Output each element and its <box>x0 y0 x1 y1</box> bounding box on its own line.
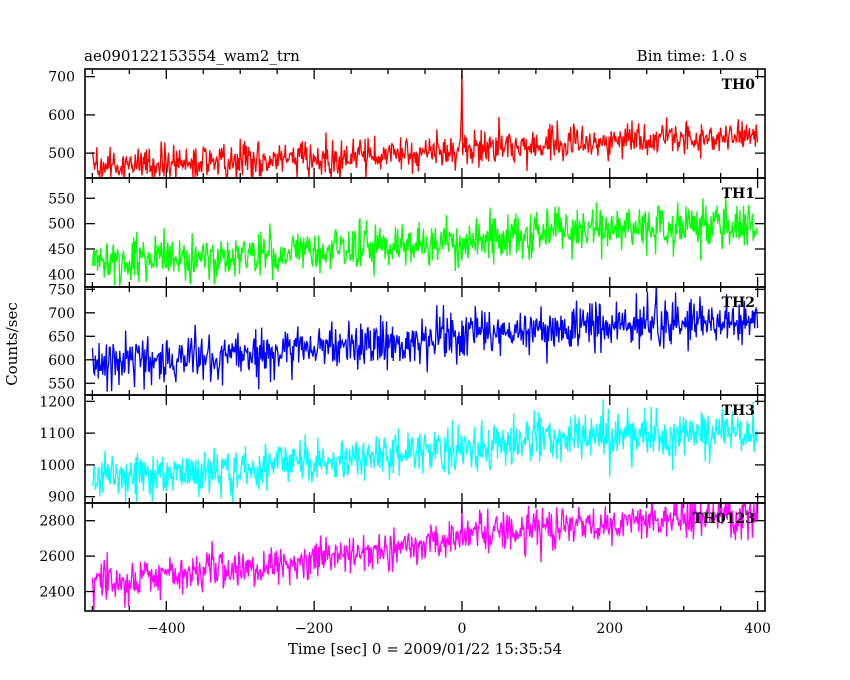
panel-label: TH1 <box>722 186 755 202</box>
y-tick-label: 500 <box>48 217 75 233</box>
series-th0123-line <box>91 503 759 611</box>
panel-th3: TH3 900 1000 1100 1200 <box>39 394 766 506</box>
panel-label: TH0 <box>722 77 756 93</box>
panel-th0123: TH0123 2400 2600 2800 <box>39 502 766 612</box>
series-th1-line <box>91 195 759 287</box>
x-tick-label: 200 <box>596 621 623 637</box>
chart-subtitle: Bin time: 1.0 s <box>637 47 747 65</box>
series-th0-line <box>91 69 759 178</box>
y-tick-label: 500 <box>48 146 75 162</box>
y-tick-label: 700 <box>48 70 75 86</box>
y-tick-label: 650 <box>48 329 75 345</box>
y-tick-label: 700 <box>48 306 75 322</box>
panel-th0: TH0 500 600 700 <box>48 68 766 179</box>
y-tick-label: 600 <box>48 108 75 124</box>
y-axis-label: Counts/sec <box>3 302 21 386</box>
y-tick-label: 2800 <box>39 514 75 530</box>
x-tick-label: 400 <box>744 621 771 637</box>
x-tick-label: −200 <box>295 621 333 637</box>
panel-label: TH3 <box>722 403 755 419</box>
panel-th2: TH2 550 600 650 700 750 <box>48 282 766 396</box>
panel-label: TH2 <box>722 295 755 311</box>
y-tick-label: 600 <box>48 353 75 369</box>
panel-stack: TH0 500 600 700 TH1 400 450 500 550 TH2 550 600 650 7… <box>39 68 771 637</box>
y-tick-label: 1100 <box>39 426 75 442</box>
y-tick-label: 400 <box>48 267 75 283</box>
x-tick-label: 0 <box>457 621 466 637</box>
y-tick-label: 1000 <box>39 458 75 474</box>
series-th3-line <box>91 399 759 503</box>
panel-th1: TH1 400 450 500 550 <box>48 177 766 288</box>
y-tick-label: 2400 <box>39 585 75 601</box>
x-axis-label: Time [sec] 0 = 2009/01/22 15:35:54 <box>288 640 562 658</box>
y-tick-label: 550 <box>48 376 75 392</box>
y-tick-label: 2600 <box>39 549 75 565</box>
chart-title: ae090122153554_wam2_trn <box>84 47 300 65</box>
y-tick-label: 550 <box>48 191 75 207</box>
series-th2-line <box>91 287 759 392</box>
y-tick-label: 450 <box>48 242 75 258</box>
x-tick-label: −400 <box>147 621 185 637</box>
y-tick-label: 900 <box>48 490 75 506</box>
panel-label: TH0123 <box>692 511 755 527</box>
y-tick-label: 1200 <box>39 394 75 410</box>
y-tick-label: 750 <box>48 282 75 298</box>
